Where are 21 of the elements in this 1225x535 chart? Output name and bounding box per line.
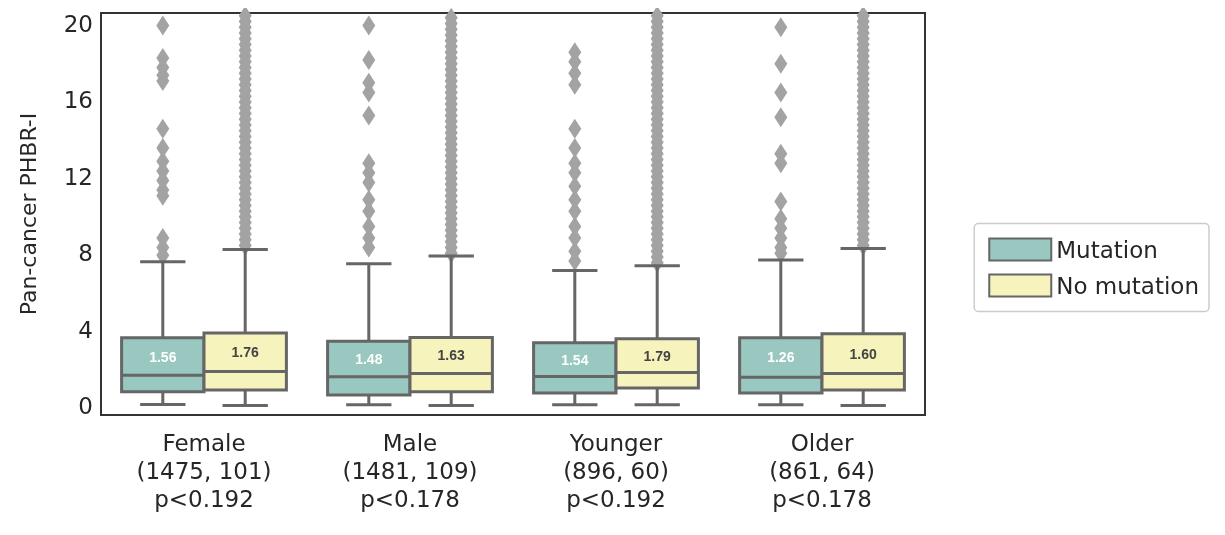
y-axis-title: Pan-cancer PHBR-I <box>15 112 41 316</box>
text: 1.26 <box>767 349 795 366</box>
y-tick-label: 16 <box>63 87 93 114</box>
y-tick-label: 4 <box>78 316 93 343</box>
x-tick-label: Younger (896, 60) p<0.192 <box>563 430 669 512</box>
text: 1.79 <box>643 347 671 364</box>
x-tick-label: Older (861, 64) p<0.178 <box>769 430 875 512</box>
text: 1.48 <box>355 351 383 368</box>
text: 1.54 <box>561 351 589 368</box>
text: 1.56 <box>149 348 177 365</box>
legend-label: Mutation <box>1056 236 1158 263</box>
y-tick-label: 8 <box>78 240 93 267</box>
legend-label: No mutation <box>1056 272 1200 299</box>
text: 1.63 <box>437 347 465 364</box>
text: 1.60 <box>849 345 877 362</box>
x-tick-label: Male (1481, 109) p<0.178 <box>342 430 478 512</box>
y-tick-label: 12 <box>63 163 93 190</box>
text: 1.76 <box>231 344 259 361</box>
x-tick-label: Female (1475, 101) p<0.192 <box>136 430 272 512</box>
y-tick-label: 0 <box>78 393 93 420</box>
y-tick-label: 20 <box>63 10 93 37</box>
